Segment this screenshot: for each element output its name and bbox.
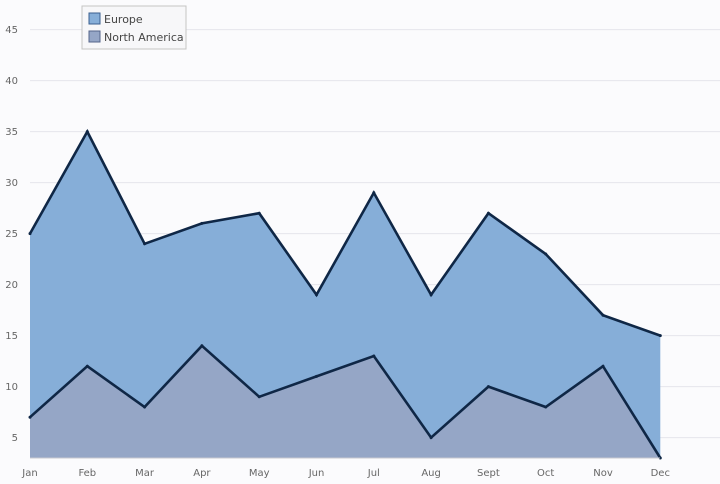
x-tick-label: Jan bbox=[21, 468, 37, 479]
data-point bbox=[372, 354, 376, 358]
data-point bbox=[601, 313, 605, 317]
x-tick-label: Feb bbox=[78, 468, 96, 479]
y-tick-label: 25 bbox=[5, 229, 18, 240]
y-tick-label: 5 bbox=[12, 433, 18, 444]
data-point bbox=[200, 344, 204, 348]
data-point bbox=[315, 374, 318, 378]
y-axis: 5 10 15 20 25 30 35 40 45 bbox=[5, 25, 18, 444]
data-point bbox=[544, 252, 548, 256]
legend-label-europe: Europe bbox=[104, 13, 143, 26]
x-tick-label: May bbox=[249, 468, 270, 479]
y-tick-label: 35 bbox=[5, 127, 18, 138]
y-tick-label: 40 bbox=[5, 76, 18, 87]
x-tick-label: Sept bbox=[477, 468, 500, 479]
y-tick-label: 15 bbox=[5, 331, 18, 342]
y-tick-label: 30 bbox=[5, 178, 18, 189]
data-point bbox=[372, 191, 376, 195]
data-point bbox=[143, 405, 147, 409]
x-axis: Jan Feb Mar Apr May Jun Jul Aug Sept Oct Nov Dec bbox=[21, 457, 670, 479]
data-point bbox=[257, 211, 261, 215]
x-tick-label: Aug bbox=[421, 468, 441, 479]
data-point bbox=[658, 334, 662, 338]
series-areas bbox=[30, 131, 661, 458]
data-point bbox=[658, 456, 662, 460]
legend: Europe North America bbox=[81, 5, 187, 50]
x-tick-label: Mar bbox=[135, 468, 155, 479]
series-line-0 bbox=[28, 128, 661, 337]
data-point bbox=[486, 211, 490, 215]
data-point bbox=[28, 232, 32, 236]
x-tick-label: Oct bbox=[537, 468, 554, 479]
x-tick-label: Jul bbox=[367, 468, 380, 479]
x-tick-label: Nov bbox=[593, 468, 613, 479]
data-point bbox=[486, 385, 490, 389]
legend-label-north-america: North America bbox=[104, 31, 184, 44]
series-area-1 bbox=[30, 345, 661, 458]
x-tick-label: Dec bbox=[651, 468, 670, 479]
y-tick-label: 20 bbox=[5, 280, 18, 291]
x-tick-label: Apr bbox=[193, 468, 211, 479]
series-lines bbox=[28, 128, 662, 460]
legend-swatch-north-america bbox=[88, 30, 101, 43]
data-point bbox=[544, 405, 548, 409]
data-point bbox=[429, 436, 433, 440]
data-point bbox=[143, 242, 147, 246]
data-point bbox=[601, 364, 605, 368]
y-tick-label: 10 bbox=[5, 382, 18, 393]
legend-swatch-europe bbox=[88, 12, 101, 25]
data-point bbox=[85, 130, 89, 134]
data-point bbox=[28, 415, 32, 419]
data-point bbox=[257, 395, 261, 399]
data-point bbox=[315, 293, 318, 297]
data-point bbox=[200, 221, 204, 225]
x-tick-label: Jun bbox=[308, 468, 325, 479]
data-point bbox=[429, 293, 433, 297]
y-tick-label: 45 bbox=[5, 25, 18, 36]
data-point bbox=[85, 364, 89, 368]
series-line-1 bbox=[29, 343, 662, 459]
